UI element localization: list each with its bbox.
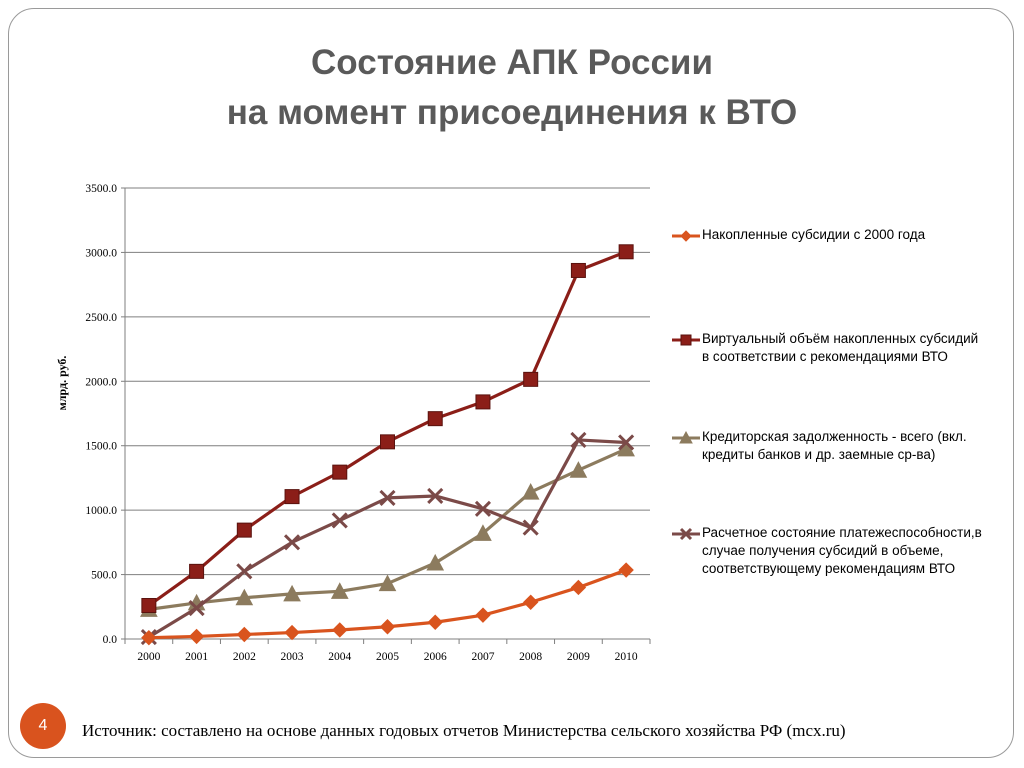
series-2-point: [475, 394, 491, 410]
series-1-point: [427, 614, 443, 630]
series-2-point: [284, 489, 300, 505]
y-tick-label: 500.0: [91, 570, 117, 582]
y-tick-label: 1500.0: [85, 441, 117, 453]
series-4-point: [379, 489, 396, 506]
series-4-point-stroke-b: [474, 500, 492, 517]
slide-title: Состояние АПК России на момент присоедин…: [0, 38, 1024, 138]
series-1-point: [188, 628, 205, 645]
title-line-2: на момент присоединения к ВТО: [226, 93, 798, 132]
series-4-point: [474, 500, 492, 517]
x-tick-label: 2008: [519, 651, 542, 663]
series-4-point-stroke-b: [379, 489, 396, 506]
series-2-point: [570, 262, 586, 278]
series-2-point: [141, 597, 157, 613]
series-1-point: [236, 626, 253, 643]
series-2-point: [189, 563, 205, 579]
x-tick-label: 2006: [424, 651, 447, 663]
legend-label: Кредиторская задолженность - всего (вкл.…: [702, 429, 967, 462]
series-2-point: [523, 371, 539, 387]
series-1-point: [570, 579, 587, 596]
series-4-point-stroke-b: [331, 512, 348, 529]
series-2-point: [618, 244, 634, 260]
series-1-point: [618, 562, 634, 578]
legend-swatch-marker: [680, 230, 692, 242]
series-4-point-stroke-b: [427, 487, 444, 505]
y-axis-label: млрд. руб.: [55, 356, 69, 411]
x-tick-label: 2005: [376, 651, 399, 663]
series-2-point: [332, 464, 348, 480]
x-tick-label: 2010: [615, 651, 638, 663]
series-line-2: [147, 250, 627, 607]
y-tick-label: 3500.0: [85, 183, 117, 195]
series-4-point-stroke-b: [236, 563, 253, 580]
series-4-point: [618, 434, 635, 451]
series-4-point-stroke-b: [618, 434, 635, 451]
series-3-point: [474, 524, 492, 541]
series-3-point: [569, 461, 588, 478]
series-2-point: [427, 411, 443, 427]
legend-swatch-marker: [680, 334, 692, 346]
legend-swatch-1: [672, 230, 700, 242]
x-tick-label: 2007: [471, 651, 494, 663]
series-3-point: [521, 483, 540, 500]
series-1-point: [332, 622, 348, 638]
legend-swatch-marker: [679, 431, 693, 444]
legend-label: Расчетное состояние платежеспособности,в…: [702, 525, 982, 576]
series-4-point-stroke-b: [522, 519, 539, 536]
series-3-point: [330, 582, 349, 599]
series-1-point: [141, 630, 157, 646]
series-4-point: [570, 431, 587, 448]
legend-swatch-3: [672, 431, 700, 444]
legend-swatch-marker-stroke-b: [679, 527, 693, 541]
page-number-badge: 4: [20, 703, 66, 749]
y-tick-label: 3000.0: [85, 247, 117, 259]
series-1-point: [284, 624, 300, 641]
series-4-point-stroke-b: [570, 431, 587, 448]
legend-swatch-marker: [679, 527, 693, 541]
y-tick-label: 1000.0: [85, 505, 117, 517]
x-tick-label: 2009: [567, 651, 590, 663]
series-4-point: [522, 519, 539, 536]
series-3-point: [378, 574, 397, 592]
series-3-point: [426, 553, 445, 571]
series-1-point: [475, 607, 491, 623]
series-4-point-stroke-b: [188, 600, 205, 617]
series-4-point-stroke-b: [283, 534, 301, 551]
series-2-point: [236, 522, 252, 538]
y-tick-label: 2000.0: [85, 376, 117, 388]
series-4-point: [236, 563, 253, 580]
y-tick-label: 2500.0: [85, 312, 117, 324]
series-2-point: [380, 434, 395, 450]
legend-swatch-2: [672, 334, 700, 346]
series-1-point: [379, 619, 396, 635]
x-tick-label: 2002: [233, 651, 256, 663]
series-4-point: [283, 534, 301, 551]
series-4-point: [188, 600, 205, 617]
legend-label: Виртуальный объём накопленных субсидий в…: [702, 331, 979, 364]
series-3-point: [235, 588, 254, 606]
x-tick-label: 2001: [185, 651, 208, 663]
series-1-point: [522, 594, 539, 610]
x-tick-label: 2000: [137, 651, 160, 663]
source-note: Источник: составлено на основе данных го…: [82, 721, 846, 740]
slide-frame: [8, 8, 1014, 758]
title-line-1: Состояние АПК России: [311, 43, 713, 82]
x-tick-label: 2003: [281, 651, 304, 663]
legend-label: Накопленные субсидии с 2000 года: [702, 227, 926, 242]
series-line-4: [148, 438, 627, 639]
legend-swatch-4: [672, 527, 700, 541]
x-tick-label: 2004: [328, 651, 351, 663]
series-4-point: [331, 512, 348, 529]
series-4-point: [427, 487, 444, 505]
series-3-point: [283, 584, 301, 602]
y-tick-label: 0.0: [103, 634, 118, 646]
